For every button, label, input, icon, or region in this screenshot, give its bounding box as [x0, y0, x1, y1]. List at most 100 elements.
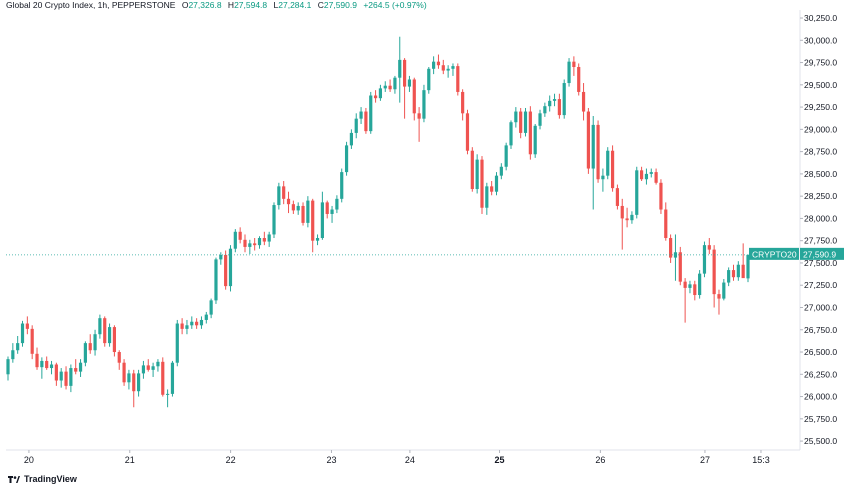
candle[interactable]: [354, 113, 358, 139]
candle[interactable]: [436, 54, 441, 69]
candle[interactable]: [325, 200, 329, 219]
candle[interactable]: [151, 362, 155, 377]
candle[interactable]: [383, 81, 387, 92]
candle[interactable]: [83, 341, 87, 367]
candle[interactable]: [388, 79, 392, 92]
candle[interactable]: [69, 364, 73, 393]
candle[interactable]: [49, 360, 54, 375]
candle[interactable]: [543, 102, 547, 117]
candle[interactable]: [557, 93, 561, 119]
candle[interactable]: [567, 58, 571, 87]
candle[interactable]: [398, 36, 402, 103]
candle[interactable]: [610, 145, 615, 192]
candle[interactable]: [504, 142, 508, 171]
candle[interactable]: [451, 63, 455, 76]
candle[interactable]: [190, 316, 194, 329]
candle[interactable]: [693, 280, 697, 301]
candle[interactable]: [6, 356, 10, 381]
candle[interactable]: [630, 211, 634, 224]
candle[interactable]: [606, 147, 610, 180]
candle[interactable]: [427, 67, 431, 94]
candle[interactable]: [74, 359, 78, 375]
candle[interactable]: [146, 359, 150, 372]
candle[interactable]: [301, 202, 305, 226]
candle[interactable]: [156, 359, 160, 372]
candle[interactable]: [475, 154, 479, 194]
candle[interactable]: [514, 107, 518, 128]
candle[interactable]: [185, 319, 189, 335]
candle[interactable]: [620, 198, 624, 250]
candle[interactable]: [16, 335, 20, 354]
candle[interactable]: [170, 360, 175, 397]
candle[interactable]: [315, 234, 320, 246]
candle[interactable]: [20, 320, 25, 347]
candle[interactable]: [465, 109, 470, 155]
candle[interactable]: [107, 323, 112, 347]
candle[interactable]: [717, 289, 721, 315]
candle[interactable]: [64, 366, 68, 390]
candle[interactable]: [35, 347, 39, 370]
candle[interactable]: [103, 316, 107, 347]
candle[interactable]: [214, 257, 218, 304]
candle[interactable]: [364, 107, 368, 134]
candle[interactable]: [644, 168, 649, 185]
candle[interactable]: [494, 172, 499, 196]
candle[interactable]: [509, 120, 513, 149]
candle[interactable]: [548, 95, 552, 112]
candle[interactable]: [499, 163, 503, 180]
candle[interactable]: [161, 357, 165, 397]
candle[interactable]: [741, 243, 745, 279]
candle[interactable]: [591, 115, 595, 210]
candle[interactable]: [248, 239, 252, 255]
candle[interactable]: [335, 195, 339, 214]
candle[interactable]: [731, 264, 736, 281]
candle[interactable]: [311, 198, 315, 253]
candle[interactable]: [432, 56, 436, 75]
candle[interactable]: [373, 90, 378, 103]
candle[interactable]: [639, 166, 644, 182]
candle[interactable]: [141, 360, 146, 379]
candle[interactable]: [277, 182, 281, 210]
candle[interactable]: [722, 278, 726, 301]
candle[interactable]: [528, 106, 532, 160]
candle[interactable]: [688, 280, 692, 294]
candle[interactable]: [127, 369, 131, 390]
candle[interactable]: [59, 368, 63, 388]
candle[interactable]: [736, 261, 740, 281]
candle[interactable]: [378, 84, 383, 101]
candle[interactable]: [93, 329, 97, 356]
candle[interactable]: [678, 246, 682, 286]
candle[interactable]: [11, 343, 15, 363]
candle[interactable]: [132, 369, 136, 408]
candle[interactable]: [369, 91, 373, 134]
candle[interactable]: [233, 229, 237, 253]
candle[interactable]: [601, 168, 605, 192]
candle[interactable]: [253, 238, 257, 251]
tradingview-logo[interactable]: TradingView: [8, 474, 77, 484]
candle[interactable]: [262, 231, 266, 246]
candle[interactable]: [461, 89, 465, 121]
candle[interactable]: [195, 318, 199, 329]
candle[interactable]: [659, 179, 663, 214]
candle[interactable]: [122, 359, 126, 386]
candle[interactable]: [441, 59, 445, 75]
candle[interactable]: [257, 236, 262, 249]
candle[interactable]: [698, 270, 702, 299]
candle[interactable]: [180, 318, 184, 335]
candle[interactable]: [519, 107, 523, 139]
candle[interactable]: [166, 389, 170, 408]
candle[interactable]: [664, 202, 668, 241]
candle[interactable]: [412, 77, 416, 121]
candle[interactable]: [746, 254, 750, 283]
candle[interactable]: [552, 93, 557, 107]
candle[interactable]: [533, 124, 537, 158]
candle[interactable]: [485, 182, 489, 215]
candle[interactable]: [228, 245, 233, 292]
candle[interactable]: [243, 234, 247, 253]
candle[interactable]: [707, 238, 711, 255]
candle[interactable]: [320, 191, 324, 240]
candle[interactable]: [291, 200, 295, 214]
candle[interactable]: [446, 65, 450, 78]
candle[interactable]: [209, 298, 213, 319]
candle[interactable]: [712, 245, 716, 308]
